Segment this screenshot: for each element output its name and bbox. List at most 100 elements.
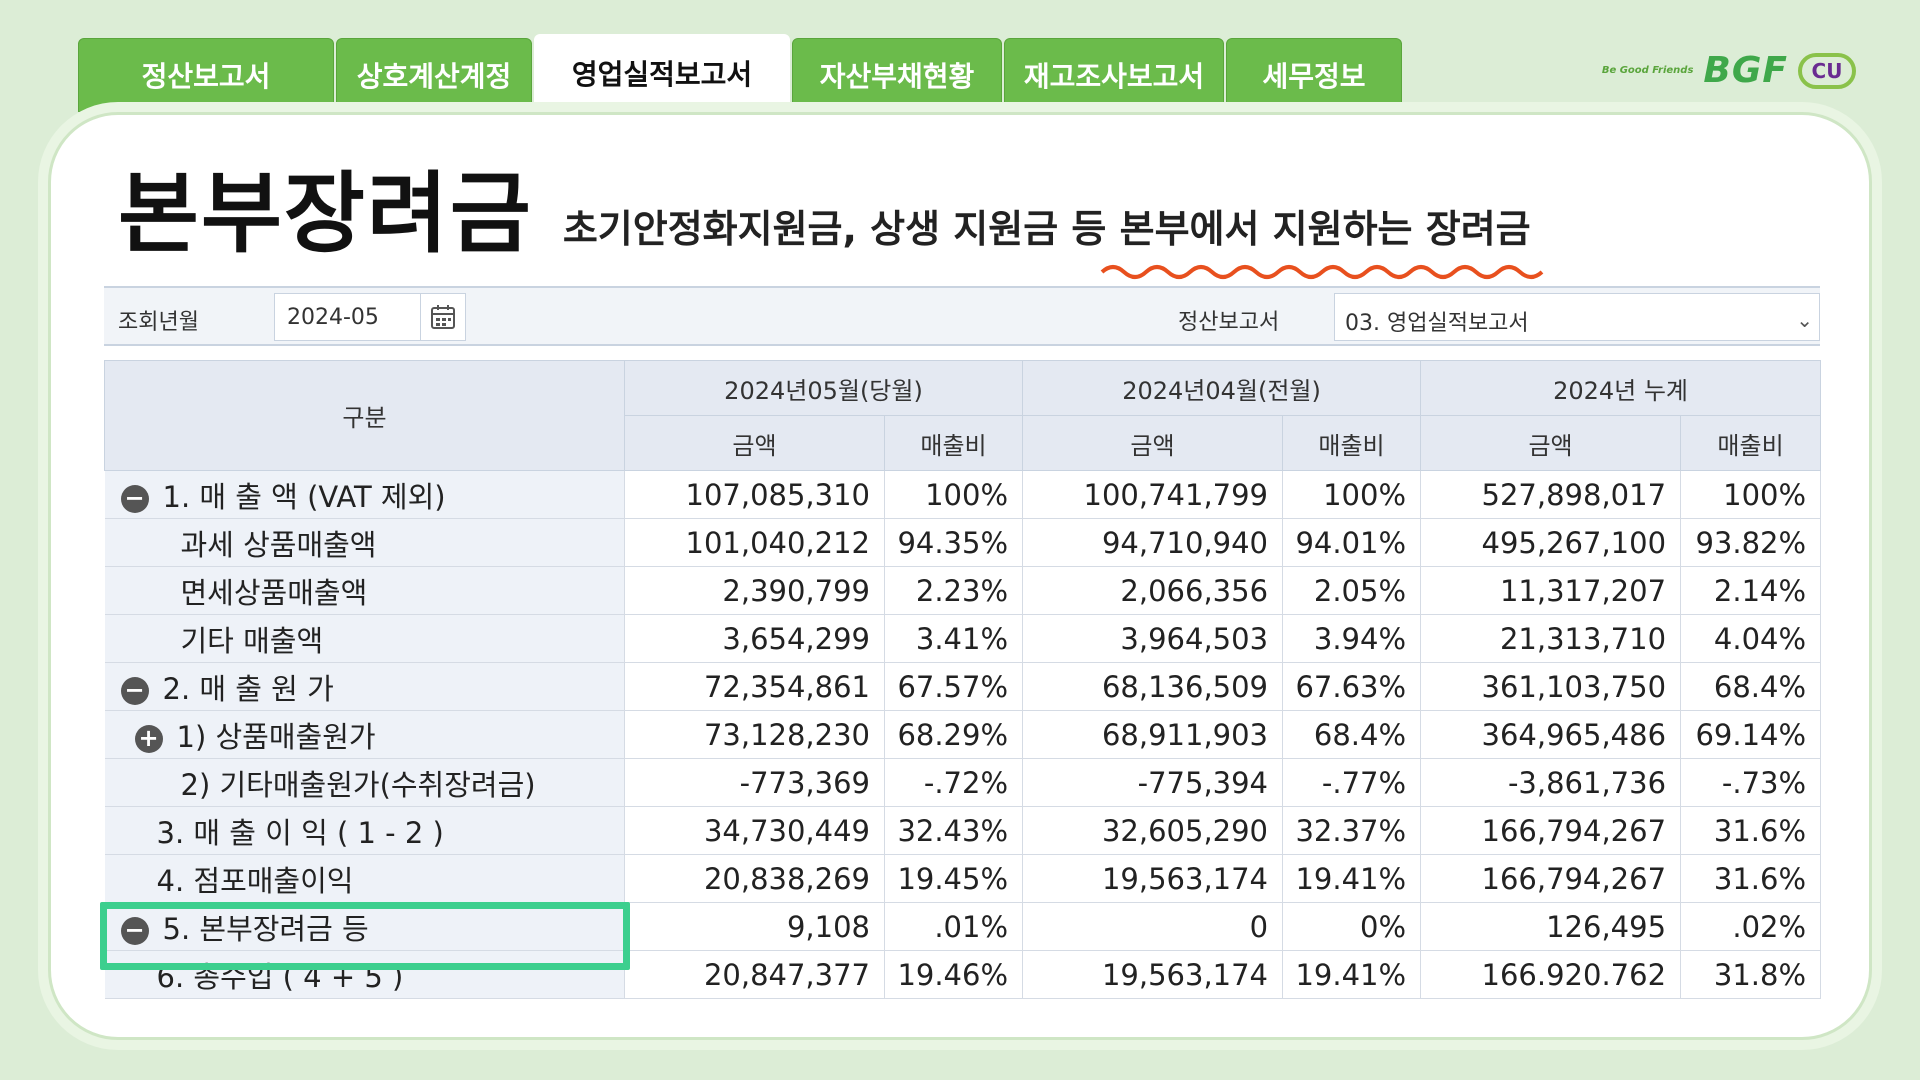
tab-assets-liabilities[interactable]: 자산부채현황	[792, 38, 1002, 112]
highlight-box	[100, 902, 630, 970]
amount-cell: -773,369	[624, 758, 885, 807]
ratio-cell: 93.82%	[1680, 518, 1822, 567]
table-row: +1) 상품매출원가 73,128,230 68.29% 68,911,903 68.4…	[104, 710, 1822, 759]
amount-cell: 68,136,509	[1022, 662, 1284, 711]
amount-cell: 364,965,486	[1420, 710, 1682, 759]
tab-settlement-report[interactable]: 정산보고서	[78, 38, 334, 112]
chevron-down-icon[interactable]: ⌄	[1796, 308, 1813, 332]
row-label: 2) 기타매출원가(수취장려금)	[180, 767, 536, 802]
table-row: 3. 매 출 이 익 ( 1 - 2 ) 34,730,449 32.43% 32,6…	[104, 806, 1822, 855]
amount-cell: 20,838,269	[624, 854, 885, 903]
amount-cell: 3,964,503	[1022, 614, 1284, 663]
ratio-cell: 19.45%	[884, 854, 1024, 903]
ratio-cell: 32.37%	[1282, 806, 1422, 855]
header-ratio: 매출비	[1680, 415, 1822, 471]
ratio-cell: 2.14%	[1680, 566, 1822, 615]
expand-icon[interactable]: +	[134, 724, 163, 753]
row-label: 1) 상품매출원가	[176, 719, 376, 754]
amount-cell: 20,847,377	[624, 950, 885, 999]
row-label-cell: −5. 본부장려금 등	[104, 902, 625, 951]
amount-cell: 126,495	[1420, 902, 1682, 951]
report-type-select[interactable]: 03. 영업실적보고서 ⌄	[1334, 293, 1820, 341]
row-label-cell: 기타 매출액	[104, 614, 625, 663]
ratio-cell: 69.14%	[1680, 710, 1822, 759]
ratio-cell: -.73%	[1680, 758, 1822, 807]
header-ratio: 매출비	[883, 415, 1024, 471]
ratio-cell: 3.41%	[884, 614, 1024, 663]
collapse-icon[interactable]: −	[120, 484, 149, 513]
amount-cell: 2,390,799	[624, 566, 885, 615]
ratio-cell: 4.04%	[1680, 614, 1822, 663]
ratio-cell: -.72%	[884, 758, 1024, 807]
tab-sales-performance[interactable]: 영업실적보고서	[534, 34, 790, 112]
tab-tax-info[interactable]: 세무정보	[1226, 38, 1402, 112]
amount-cell: 21,313,710	[1420, 614, 1682, 663]
ratio-cell: 31.6%	[1680, 806, 1822, 855]
row-label-cell: 과세 상품매출액	[104, 518, 625, 567]
row-label: 3. 매 출 이 익 ( 1 - 2 )	[156, 815, 444, 850]
amount-cell: 100,741,799	[1022, 470, 1284, 519]
table-row: 기타 매출액 3,654,299 3.41% 3,964,503 3.94% 21,313…	[104, 614, 1822, 663]
ratio-cell: 100%	[1282, 470, 1422, 519]
tab-inventory-report[interactable]: 재고조사보고서	[1004, 38, 1224, 112]
logo-tagline: Be Good Friends	[1601, 65, 1694, 76]
ratio-cell: .01%	[884, 902, 1024, 951]
row-label-cell: 4. 점포매출이익	[104, 854, 625, 903]
amount-cell: 73,128,230	[624, 710, 885, 759]
query-month-label: 조회년월	[118, 310, 199, 335]
row-label: 면세상품매출액	[180, 575, 368, 610]
ratio-cell: 67.57%	[884, 662, 1024, 711]
table-row: 6. 총수입 ( 4 + 5 ) 20,847,377 19.46% 19,563,1…	[104, 950, 1822, 999]
row-label: 5. 본부장려금 등	[162, 911, 369, 946]
amount-cell: 11,317,207	[1420, 566, 1682, 615]
table-row: 면세상품매출액 2,390,799 2.23% 2,066,356 2.05% 11,31…	[104, 566, 1822, 615]
amount-cell: 94,710,940	[1022, 518, 1284, 567]
report-tab-bar: 정산보고서 상호계산계정 영업실적보고서 자산부채현황 재고조사보고서 세무정보	[78, 34, 1402, 112]
amount-cell: 166,794,267	[1420, 806, 1682, 855]
table-row: −5. 본부장려금 등 9,108.01% 0 0% 126,495.02%	[104, 902, 1822, 951]
collapse-icon[interactable]: −	[120, 676, 149, 705]
row-label-cell: +1) 상품매출원가	[104, 710, 625, 759]
row-label: 2. 매 출 원 가	[162, 671, 334, 706]
calendar-icon[interactable]	[420, 293, 466, 341]
ratio-cell: 68.29%	[884, 710, 1024, 759]
amount-cell: 19,563,174	[1022, 950, 1284, 999]
amount-cell: -3,861,736	[1420, 758, 1682, 807]
amount-cell: 72,354,861	[624, 662, 885, 711]
header-amount: 금액	[1022, 415, 1284, 471]
amount-cell: 166.920.762	[1420, 950, 1682, 999]
amount-cell: 527,898,017	[1420, 470, 1682, 519]
row-label-cell: 3. 매 출 이 익 ( 1 - 2 )	[104, 806, 625, 855]
row-label: 1. 매 출 액 (VAT 제외)	[162, 479, 446, 514]
ratio-cell: -.77%	[1282, 758, 1422, 807]
amount-cell: 2,066,356	[1022, 566, 1284, 615]
amount-cell: 32,605,290	[1022, 806, 1284, 855]
table-row: −2. 매 출 원 가 72,354,861 67.57% 68,136,509 67.…	[104, 662, 1822, 711]
ratio-cell: 68.4%	[1282, 710, 1422, 759]
ratio-cell: 32.43%	[884, 806, 1024, 855]
tab-mutual-account[interactable]: 상호계산계정	[336, 38, 532, 112]
row-label-cell: 면세상품매출액	[104, 566, 625, 615]
ratio-cell: 2.23%	[884, 566, 1024, 615]
subtitle-emphasis: 본부에서 지원하는 장려금	[1119, 207, 1531, 251]
table-row: 4. 점포매출이익 20,838,269 19.45% 19,563,174 19.41…	[104, 854, 1822, 903]
amount-cell: 68,911,903	[1022, 710, 1284, 759]
ratio-cell: 68.4%	[1680, 662, 1822, 711]
cu-logo: CU	[1798, 52, 1856, 89]
row-label-cell: 2) 기타매출원가(수취장려금)	[104, 758, 625, 807]
row-label-cell: −1. 매 출 액 (VAT 제외)	[104, 470, 625, 519]
header-ratio: 매출비	[1282, 415, 1422, 471]
page-title: 본부장려금	[118, 162, 533, 265]
header-category: 구분	[104, 360, 625, 471]
header-previous-month: 2024년04월(전월)	[1022, 360, 1422, 416]
table-row: −1. 매 출 액 (VAT 제외) 107,085,310 100% 100,741…	[104, 470, 1822, 519]
ratio-cell: 2.05%	[1282, 566, 1422, 615]
amount-cell: 361,103,750	[1420, 662, 1682, 711]
table-row: 과세 상품매출액 101,040,212 94.35% 94,710,940 94.01…	[104, 518, 1822, 567]
ratio-cell: 100%	[884, 470, 1024, 519]
query-bar: 조회년월 2024-05 정산보고서 03. 영업실적보고서 ⌄	[104, 286, 1820, 346]
ratio-cell: 19.46%	[884, 950, 1024, 999]
header-amount: 금액	[624, 415, 885, 471]
header-amount: 금액	[1420, 415, 1682, 471]
collapse-icon[interactable]: −	[120, 916, 149, 945]
